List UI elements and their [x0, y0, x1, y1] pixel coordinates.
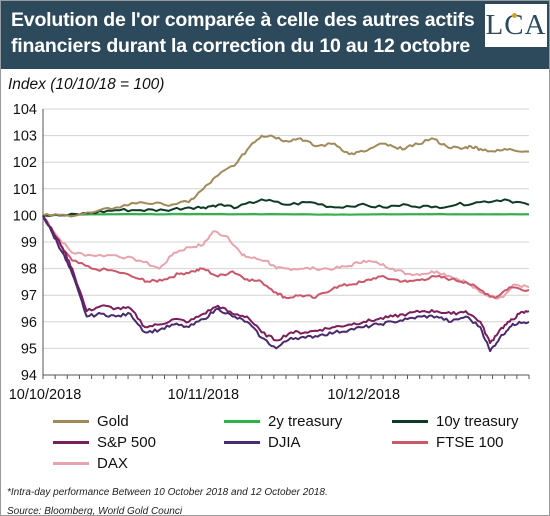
series-line-dax — [42, 214, 530, 300]
legend-item: DJIA — [224, 434, 301, 451]
line-chart: 94 95 96 97 98 99 100 101 102 103 104 10/10/2018 10/… — [9, 102, 530, 403]
chart-title-line-1: Evolution de l'or comparée à celle des a… — [11, 9, 475, 31]
legend-swatch — [53, 462, 89, 465]
legend-item: Gold — [53, 413, 129, 430]
series-line-djia — [42, 215, 530, 353]
x-tick-label: 10/10/2018 — [9, 387, 82, 403]
legend-swatch — [392, 441, 428, 444]
footnote: *Intra-day performance Between 10 Octobe… — [7, 487, 328, 498]
legend-label: FTSE 100 — [436, 434, 504, 451]
y-tick-label: 94 — [21, 368, 37, 384]
series-lines — [42, 134, 530, 353]
y-tick-label: 98 — [21, 262, 37, 278]
series-line-s-p-500 — [42, 214, 530, 345]
axes: 94 95 96 97 98 99 100 101 102 103 104 10/10/2018 10/… — [9, 102, 530, 403]
legend-label: 10y treasury — [436, 413, 519, 430]
grid — [43, 108, 529, 376]
series-line-gold — [42, 134, 530, 218]
y-tick-label: 101 — [13, 182, 37, 198]
legend-label: S&P 500 — [97, 434, 156, 451]
chart-title-line-2: financiers durant la correction du 10 au… — [11, 35, 471, 57]
legend-label: 2y treasury — [268, 413, 343, 430]
legend-label: Gold — [97, 413, 129, 430]
legend-swatch — [224, 441, 260, 444]
legend-item: 10y treasury — [392, 413, 519, 430]
y-tick-label: 99 — [21, 235, 37, 251]
y-tick-label: 100 — [13, 208, 37, 224]
legend-swatch — [53, 441, 89, 444]
x-tick-label: 10/12/2018 — [327, 387, 400, 403]
series-line-10y-treasury — [42, 198, 530, 217]
logo-accent-dot — [512, 13, 517, 18]
source-note: Source: Bloomberg, World Gold Counci — [7, 506, 183, 516]
y-tick-label: 104 — [13, 102, 37, 118]
x-tick-label: 10/11/2018 — [168, 387, 240, 403]
y-axis-label: Index (10/10/18 = 100) — [8, 76, 165, 93]
legend-item: S&P 500 — [53, 434, 156, 451]
legend-item: DAX — [53, 455, 128, 472]
lca-logo: LCA — [485, 4, 547, 47]
series-line-ftse-100 — [42, 214, 530, 300]
legend-label: DJIA — [268, 434, 301, 451]
legend-item: FTSE 100 — [392, 434, 504, 451]
legend-swatch — [392, 420, 428, 423]
y-tick-label: 96 — [21, 315, 37, 331]
legend-swatch — [224, 420, 260, 423]
legend-label: DAX — [97, 455, 128, 472]
legend: Gold 2y treasury 10y treasury S&P 500 DJIA FT… — [1, 413, 549, 473]
legend-swatch — [53, 420, 89, 423]
y-tick-label: 95 — [21, 341, 37, 357]
series-line-2y-treasury — [42, 212, 530, 217]
y-tick-label: 103 — [13, 129, 37, 145]
y-tick-label: 102 — [13, 155, 37, 171]
y-tick-label: 97 — [21, 288, 37, 304]
legend-item: 2y treasury — [224, 413, 342, 430]
title-banner: Evolution de l'or comparée à celle des a… — [1, 1, 549, 69]
